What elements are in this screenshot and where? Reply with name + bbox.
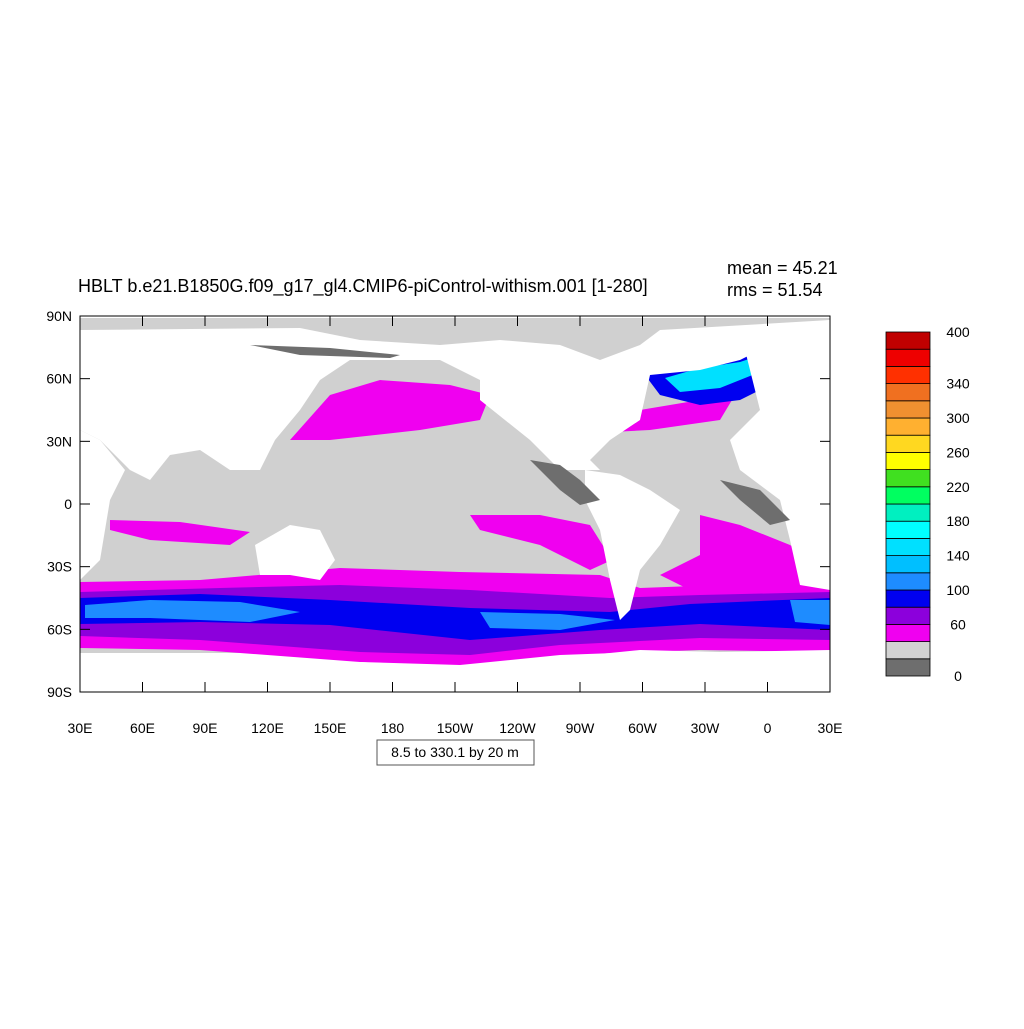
band-lightblue (85, 600, 300, 622)
colorbar-label: 300 (946, 410, 970, 426)
land-antarctica (80, 650, 830, 692)
lon-label: 90E (193, 720, 218, 736)
land-europe-africa (730, 320, 830, 590)
contour-info-box (376, 739, 535, 766)
rms-stat: rms = 51.54 (727, 280, 823, 300)
lon-label: 30E (818, 720, 843, 736)
shallow-gray (720, 480, 790, 525)
band-lightblue (480, 612, 615, 630)
colorbar-box (885, 606, 931, 625)
colorbar-label: 180 (946, 513, 970, 529)
colorbar-box (885, 555, 931, 574)
lat-label: 90N (46, 308, 72, 324)
lon-label: 150W (437, 720, 474, 736)
shallow-gray (530, 460, 600, 505)
lon-label: 60E (130, 720, 155, 736)
lon-label: 60W (628, 720, 658, 736)
lon-label: 150E (314, 720, 347, 736)
colorbar-box (885, 503, 931, 522)
colorbar-box (885, 572, 931, 591)
patch-s-pacific (470, 515, 612, 570)
lon-label: 120E (251, 720, 284, 736)
patch-labrador-core (665, 352, 770, 392)
land-north (80, 320, 830, 480)
lat-label: 0 (64, 496, 72, 512)
colorbar-label: 340 (946, 376, 970, 392)
colorbar-label: 140 (946, 548, 970, 564)
patch-indian (110, 520, 250, 545)
lon-label: 30W (691, 720, 721, 736)
colorbar-box (885, 400, 931, 419)
colorbar-box (885, 589, 931, 608)
colorbar-box (885, 624, 931, 643)
colorbar: 0 60 100 140 180 220 260 300 340 400 (885, 324, 970, 684)
colorbar-box (885, 348, 931, 367)
land-africa-east (80, 430, 125, 580)
colorbar-label: 400 (946, 324, 970, 340)
title: HBLT b.e21.B1850G.f09_g17_gl4.CMIP6-piCo… (78, 276, 648, 297)
colorbar-box (885, 641, 931, 660)
contour-info: 8.5 to 330.1 by 20 m (391, 744, 519, 760)
shallow-gray (250, 345, 400, 358)
band-blue (80, 594, 830, 640)
land-australia (255, 525, 335, 580)
colorbar-label: 0 (954, 668, 962, 684)
colorbar-box (885, 451, 931, 470)
lon-label: 0 (764, 720, 772, 736)
land-south-america (585, 470, 680, 620)
lat-label: 30N (46, 433, 72, 449)
colorbar-box (885, 538, 931, 557)
colorbar-box (885, 469, 931, 488)
mean-stat: mean = 45.21 (727, 258, 838, 278)
colorbar-label: 260 (946, 444, 970, 460)
lon-label: 120W (499, 720, 536, 736)
colorbar-box (885, 331, 931, 350)
colorbar-box (885, 520, 931, 539)
lon-label: 30E (68, 720, 93, 736)
colorbar-label: 100 (946, 582, 970, 598)
lat-label: 60S (47, 621, 72, 637)
colorbar-label: 60 (950, 616, 966, 632)
band-lightblue (790, 600, 830, 625)
colorbar-box (885, 658, 931, 677)
lat-label: 60N (46, 371, 72, 387)
colorbar-box (885, 365, 931, 384)
map-field (80, 316, 830, 692)
colorbar-label: 220 (946, 479, 970, 495)
patch-n-pacific (290, 380, 490, 440)
lon-label: 180 (381, 720, 405, 736)
colorbar-box (885, 417, 931, 436)
axis-ticks: 90N 60N 30N 0 30S 60S 90S 30E 60E 90E 120E 150E 180 1… (46, 308, 842, 736)
colorbar-box (885, 434, 931, 453)
colorbar-box (885, 383, 931, 402)
lat-label: 90S (47, 684, 72, 700)
colorbar-box (885, 486, 931, 505)
lon-label: 90W (566, 720, 596, 736)
lat-label: 30S (47, 559, 72, 575)
patch-s-atlantic (660, 515, 830, 590)
